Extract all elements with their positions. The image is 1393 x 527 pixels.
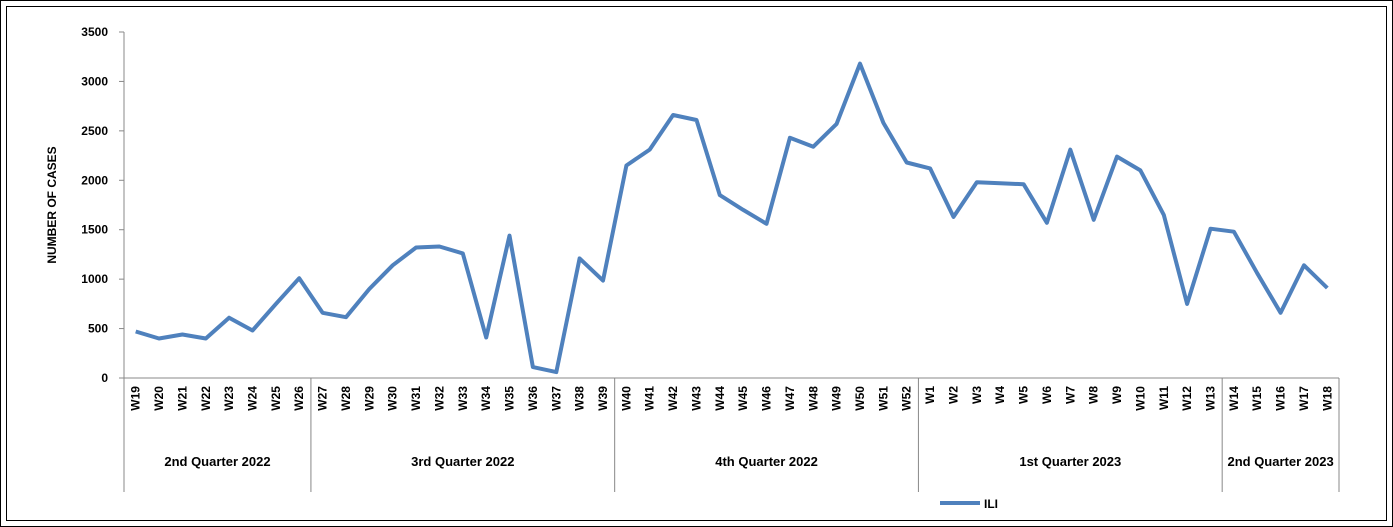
x-tick-label: W51 [876, 386, 890, 411]
x-tick-label: W8 [1087, 386, 1101, 404]
x-tick-label: W26 [292, 386, 306, 411]
x-tick-label: W17 [1297, 386, 1311, 411]
inner-frame [6, 6, 1387, 521]
x-tick-label: W15 [1250, 386, 1264, 411]
x-tick-label: W5 [1017, 386, 1031, 404]
x-tick-label: W4 [993, 386, 1007, 404]
group-label: 2nd Quarter 2023 [1227, 454, 1334, 469]
y-tick-label: 3500 [81, 25, 108, 39]
x-tick-label: W6 [1040, 386, 1054, 404]
x-tick-label: W20 [152, 386, 166, 411]
y-tick-label: 500 [88, 322, 108, 336]
y-tick-label: 1000 [81, 272, 108, 286]
x-tick-label: W46 [760, 386, 774, 411]
x-tick-label: W19 [129, 386, 143, 411]
x-tick-label: W25 [269, 386, 283, 411]
x-tick-label: W3 [970, 386, 984, 404]
x-tick-label: W23 [222, 386, 236, 411]
x-tick-label: W37 [549, 386, 563, 411]
x-tick-label: W11 [1157, 386, 1171, 410]
group-label: 4th Quarter 2022 [715, 454, 818, 469]
x-tick-label: W24 [246, 386, 260, 411]
y-tick-label: 2000 [81, 173, 108, 187]
x-tick-label: W10 [1133, 386, 1147, 411]
x-tick-label: W43 [689, 386, 703, 411]
group-label: 2nd Quarter 2022 [164, 454, 271, 469]
x-tick-label: W50 [853, 386, 867, 411]
x-tick-label: W12 [1180, 386, 1194, 411]
x-tick-label: W35 [503, 386, 517, 411]
x-tick-label: W7 [1063, 386, 1077, 404]
x-tick-label: W47 [783, 386, 797, 411]
x-tick-label: W21 [175, 386, 189, 411]
x-tick-label: W45 [736, 386, 750, 411]
x-tick-label: W44 [713, 386, 727, 411]
x-tick-label: W40 [619, 386, 633, 411]
y-tick-label: 1500 [81, 223, 108, 237]
x-tick-label: W13 [1203, 386, 1217, 411]
x-tick-label: W49 [830, 386, 844, 411]
x-tick-label: W42 [666, 386, 680, 411]
y-tick-label: 0 [101, 371, 108, 385]
x-tick-label: W1 [923, 386, 937, 404]
x-tick-label: W33 [456, 386, 470, 411]
x-tick-label: W36 [526, 386, 540, 411]
x-tick-label: W39 [596, 386, 610, 411]
x-tick-label: W14 [1227, 386, 1241, 411]
x-tick-label: W18 [1320, 386, 1334, 411]
x-tick-label: W30 [386, 386, 400, 411]
x-tick-label: W16 [1274, 386, 1288, 411]
x-tick-label: W48 [806, 386, 820, 411]
x-tick-label: W22 [199, 386, 213, 411]
y-tick-label: 3000 [81, 74, 108, 88]
x-tick-label: W34 [479, 386, 493, 411]
x-tick-label: W32 [432, 386, 446, 411]
x-tick-label: W41 [643, 386, 657, 411]
legend-label: ILI [984, 497, 998, 511]
group-label: 3rd Quarter 2022 [411, 454, 515, 469]
x-tick-label: W2 [946, 386, 960, 404]
y-axis-label: NUMBER OF CASES [45, 146, 59, 263]
group-label: 1st Quarter 2023 [1019, 454, 1122, 469]
data-line [135, 61, 1329, 375]
x-tick-label: W28 [339, 386, 353, 411]
x-tick-label: W9 [1110, 386, 1124, 404]
y-tick-label: 2500 [81, 124, 108, 138]
x-tick-label: W27 [316, 386, 330, 411]
x-tick-label: W38 [573, 386, 587, 411]
x-tick-label: W29 [362, 386, 376, 411]
x-tick-label: W52 [900, 386, 914, 411]
x-tick-label: W31 [409, 386, 423, 411]
